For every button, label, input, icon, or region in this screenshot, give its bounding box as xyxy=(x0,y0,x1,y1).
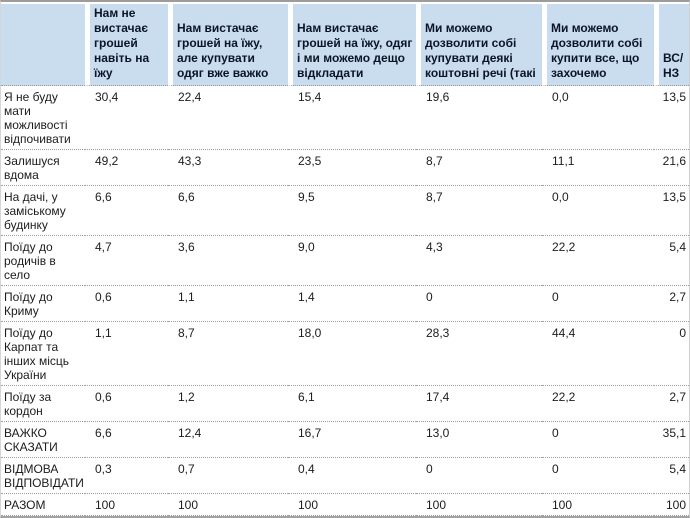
value-cell: 100 xyxy=(168,494,288,516)
value-cell: 1,1 xyxy=(168,286,288,322)
value-cell: 0 xyxy=(416,286,542,322)
value-cell: 6,1 xyxy=(288,386,416,422)
row-label: Залишуся вдома xyxy=(1,150,85,186)
column-header-vs-nz: ВС/ НЗ xyxy=(654,2,689,86)
row-label: ВАЖКО СКАЗАТИ xyxy=(1,422,85,458)
value-cell: 6,6 xyxy=(85,422,168,458)
value-cell: 2,7 xyxy=(654,386,689,422)
value-cell: 49,2 xyxy=(85,150,168,186)
value-cell: 0 xyxy=(542,458,654,494)
value-cell: 100 xyxy=(85,494,168,516)
value-cell: 28,3 xyxy=(416,322,542,386)
value-cell: 0,7 xyxy=(168,458,288,494)
value-cell: 5,4 xyxy=(654,236,689,286)
value-cell: 0,0 xyxy=(542,186,654,236)
row-label: Поїду до родичів в село xyxy=(1,236,85,286)
value-cell: 0,3 xyxy=(85,458,168,494)
value-cell: 0,6 xyxy=(85,286,168,322)
value-cell: 13,5 xyxy=(654,86,689,150)
value-cell: 16,7 xyxy=(288,422,416,458)
value-cell: 6,6 xyxy=(168,186,288,236)
value-cell: 1,4 xyxy=(288,286,416,322)
value-cell: 0 xyxy=(416,458,542,494)
value-cell: 35,1 xyxy=(654,422,689,458)
value-cell: 21,6 xyxy=(654,150,689,186)
column-header-income-3: Нам вистачає грошей на їжу, одяг і ми мо… xyxy=(288,2,416,86)
value-cell: 12,4 xyxy=(168,422,288,458)
value-cell: 23,5 xyxy=(288,150,416,186)
value-cell: 0 xyxy=(542,286,654,322)
row-label: ВІДМОВА ВІДПОВІДАТИ xyxy=(1,458,85,494)
value-cell: 1,2 xyxy=(168,386,288,422)
value-cell: 0,0 xyxy=(542,86,654,150)
value-cell: 43,3 xyxy=(168,150,288,186)
value-cell: 9,0 xyxy=(288,236,416,286)
table-row: Поїду до Криму 0,6 1,1 1,4 0 0 2,7 xyxy=(1,286,689,322)
value-cell: 3,6 xyxy=(168,236,288,286)
value-cell: 0,4 xyxy=(288,458,416,494)
table-row: ВАЖКО СКАЗАТИ 6,6 12,4 16,7 13,0 0 35,1 xyxy=(1,422,689,458)
value-cell: 17,4 xyxy=(416,386,542,422)
column-header-income-2: Нам вистачає грошей на їжу, але купувати… xyxy=(168,2,288,86)
value-cell: 19,6 xyxy=(416,86,542,150)
value-cell: 100 xyxy=(654,494,689,516)
table-row: На дачі, у заміському будинку 6,6 6,6 9,… xyxy=(1,186,689,236)
column-header-income-4: Ми можемо дозволити собі купувати деякі … xyxy=(416,2,542,86)
value-cell: 11,1 xyxy=(542,150,654,186)
header-row: Нам не вистачає грошей навіть на їжу Нам… xyxy=(1,2,689,86)
table-row: Поїду за кордон 0,6 1,2 6,1 17,4 22,2 2,… xyxy=(1,386,689,422)
value-cell: 4,3 xyxy=(416,236,542,286)
value-cell: 100 xyxy=(416,494,542,516)
value-cell: 4,7 xyxy=(85,236,168,286)
row-label: На дачі, у заміському будинку xyxy=(1,186,85,236)
value-cell: 44,4 xyxy=(542,322,654,386)
corner-header-cell xyxy=(1,2,85,86)
table-row: Поїду до родичів в село 4,7 3,6 9,0 4,3 … xyxy=(1,236,689,286)
value-cell: 0,6 xyxy=(85,386,168,422)
row-label: РАЗОМ xyxy=(1,494,85,516)
value-cell: 0 xyxy=(542,422,654,458)
table-row: ВІДМОВА ВІДПОВІДАТИ 0,3 0,7 0,4 0 0 5,4 xyxy=(1,458,689,494)
table-row: Поїду до Карпат та інших місць України 1… xyxy=(1,322,689,386)
row-label: Поїду за кордон xyxy=(1,386,85,422)
table-row-total: РАЗОМ 100 100 100 100 100 100 xyxy=(1,494,689,516)
value-cell: 100 xyxy=(288,494,416,516)
column-header-income-1: Нам не вистачає грошей навіть на їжу xyxy=(85,2,168,86)
value-cell: 100 xyxy=(542,494,654,516)
value-cell: 13,0 xyxy=(416,422,542,458)
table-row: Я не буду мати можливості відпочивати 30… xyxy=(1,86,689,150)
row-label: Я не буду мати можливості відпочивати xyxy=(1,86,85,150)
column-header-income-5: Ми можемо дозволити собі купити все, що … xyxy=(542,2,654,86)
value-cell: 22,4 xyxy=(168,86,288,150)
value-cell: 13,5 xyxy=(654,186,689,236)
value-cell: 1,1 xyxy=(85,322,168,386)
value-cell: 5,4 xyxy=(654,458,689,494)
value-cell: 8,7 xyxy=(416,150,542,186)
value-cell: 0 xyxy=(654,322,689,386)
value-cell: 6,6 xyxy=(85,186,168,236)
value-cell: 2,7 xyxy=(654,286,689,322)
row-label: Поїду до Криму xyxy=(1,286,85,322)
value-cell: 8,7 xyxy=(416,186,542,236)
row-label: Поїду до Карпат та інших місць України xyxy=(1,322,85,386)
table-row: Залишуся вдома 49,2 43,3 23,5 8,7 11,1 2… xyxy=(1,150,689,186)
value-cell: 30,4 xyxy=(85,86,168,150)
value-cell: 8,7 xyxy=(168,322,288,386)
value-cell: 15,4 xyxy=(288,86,416,150)
value-cell: 18,0 xyxy=(288,322,416,386)
value-cell: 22,2 xyxy=(542,386,654,422)
value-cell: 22,2 xyxy=(542,236,654,286)
value-cell: 9,5 xyxy=(288,186,416,236)
